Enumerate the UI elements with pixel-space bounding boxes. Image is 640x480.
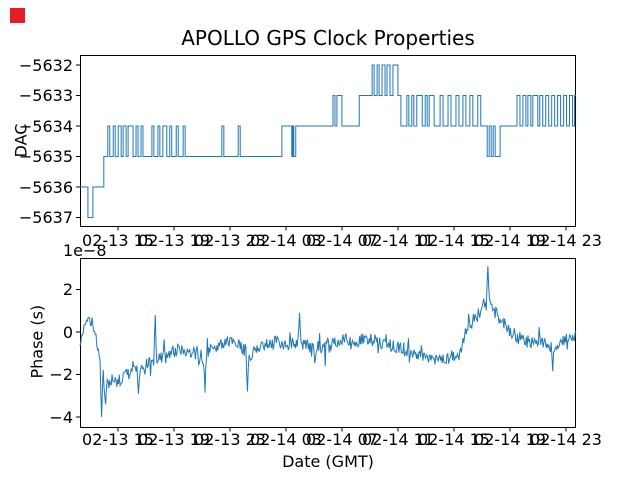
y-tick-label: −5634 bbox=[18, 116, 73, 136]
y-tick-label: −5632 bbox=[18, 55, 73, 75]
x-axis-label: Date (GMT) bbox=[282, 452, 374, 471]
x-tick-label: 02-14 23 bbox=[530, 430, 602, 449]
x-tick-label: 02-14 03 bbox=[250, 430, 322, 449]
x-tick-label: 02-13 19 bbox=[138, 430, 210, 449]
x-tick-label: 02-14 23 bbox=[530, 231, 602, 250]
x-tick-label: 02-13 15 bbox=[82, 231, 154, 250]
y-tick-label: 2 bbox=[62, 280, 73, 299]
x-tick-label: 02-13 19 bbox=[138, 231, 210, 250]
y-tick-label: −5633 bbox=[18, 86, 73, 105]
x-tick-label: 02-14 07 bbox=[306, 231, 378, 250]
y-tick-label: 0 bbox=[62, 322, 73, 342]
y-tick-label: −5635 bbox=[18, 147, 73, 166]
y-tick-label: −2 bbox=[49, 365, 73, 384]
y-axis-offset-text: 1e−8 bbox=[63, 241, 107, 260]
x-tick-label: 02-13 15 bbox=[82, 430, 154, 449]
x-tick-label: 02-14 15 bbox=[418, 231, 490, 250]
x-tick-label: 02-14 15 bbox=[418, 430, 490, 449]
x-tick-label: 02-14 19 bbox=[474, 231, 546, 250]
y-tick-label: −4 bbox=[49, 407, 73, 427]
y-tick-label: −5636 bbox=[18, 177, 73, 197]
x-tick-label: 02-14 07 bbox=[306, 430, 378, 449]
red-square-marker bbox=[10, 8, 25, 23]
y-tick-label: −5637 bbox=[18, 208, 73, 227]
x-tick-label: 02-14 03 bbox=[250, 231, 322, 250]
x-tick-label: 02-14 11 bbox=[362, 430, 434, 449]
x-tick-label: 02-14 11 bbox=[362, 231, 434, 250]
chart-title: APOLLO GPS Clock Properties bbox=[181, 26, 475, 50]
x-tick-label: 02-14 19 bbox=[474, 430, 546, 449]
x-tick-label: 02-13 23 bbox=[194, 430, 266, 449]
x-tick-label: 02-13 23 bbox=[194, 231, 266, 250]
top-axes-dac-plot bbox=[76, 55, 576, 231]
bottom-axes-phase-plot bbox=[76, 258, 577, 432]
